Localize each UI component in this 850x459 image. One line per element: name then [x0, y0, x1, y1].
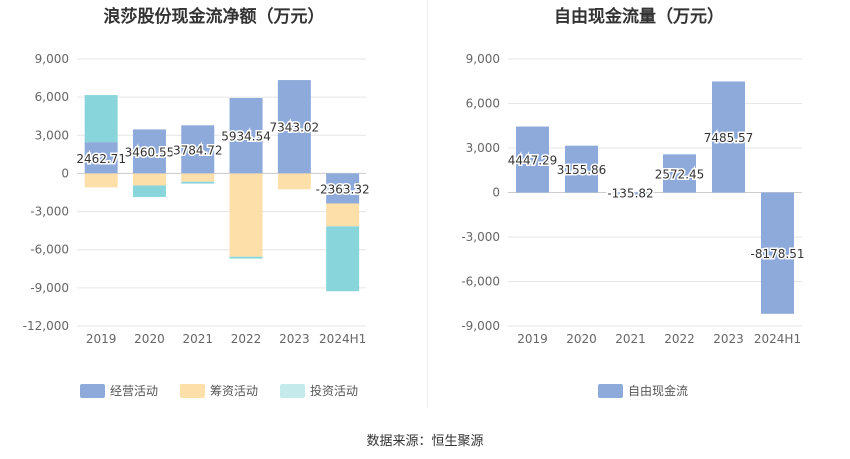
left-y-tick-label: 0: [61, 166, 69, 180]
left-chart-legend: 经营活动 筹资活动 投资活动: [80, 382, 380, 399]
right-bar-2021-s0: [614, 192, 647, 195]
left-bar-2022-s0: [229, 97, 263, 174]
right-y-tick-label: -6,000: [461, 275, 500, 289]
left-bar-2023-s0: [277, 80, 311, 174]
left-data-label: 2462.71: [76, 152, 126, 166]
left-y-tick-label: 9,000: [35, 52, 69, 66]
right-x-tick-label: 2021: [615, 332, 646, 346]
legend-swatch-financing: [180, 383, 206, 398]
right-x-tick-label: 2019: [517, 332, 548, 346]
right-y-tick-label: -9,000: [461, 319, 500, 333]
left-y-tick-label: -12,000: [23, 319, 69, 333]
legend-swatch-free-cash-flow: [598, 383, 623, 398]
right-bar-2020-s0: [565, 145, 598, 193]
right-bar-2022-s0: [663, 154, 696, 193]
right-data-label: 7485.57: [704, 131, 754, 145]
legend-swatch-investing: [280, 383, 306, 398]
left-x-tick-label: 2019: [86, 332, 117, 346]
left-data-label: 5934.54: [221, 130, 271, 144]
left-data-label: 3460.55: [125, 145, 175, 159]
left-bar-2019-s1: [84, 173, 118, 188]
right-y-tick-label: -3,000: [461, 230, 500, 244]
right-bar-2023-s0: [712, 81, 745, 193]
left-x-tick-label: 2023: [279, 332, 310, 346]
legend-label-investing: 投资活动: [310, 384, 359, 398]
left-bar-2021-s0: [181, 125, 215, 174]
right-chart-title: 自由现金流量（万元）: [554, 7, 724, 27]
left-x-tick-label: 2022: [231, 332, 262, 346]
left-bar-2021-s2: [181, 181, 215, 184]
left-y-tick-label: -9,000: [30, 281, 69, 295]
left-y-tick-label: 6,000: [35, 90, 69, 104]
chart-divider: [427, 0, 428, 408]
left-bar-2023-s1: [277, 173, 311, 190]
right-bar-2024H1-s0: [761, 192, 794, 314]
right-y-tick-label: 0: [492, 186, 500, 200]
data-source-note: 数据来源：恒生聚源: [366, 434, 484, 449]
right-bar-2019-s0: [516, 126, 549, 193]
left-bar-2024H1-s2: [326, 226, 360, 292]
left-y-tick-label: 3,000: [35, 128, 69, 142]
legend-swatch-operating: [80, 383, 105, 398]
left-y-tick-label: -6,000: [30, 243, 69, 257]
legend-item-financing[interactable]: 筹资活动: [180, 382, 258, 399]
left-bar-2020-s1: [132, 173, 166, 186]
right-data-label: -135.82: [607, 187, 653, 201]
left-bar-2022-s2: [229, 256, 263, 259]
left-x-tick-label: 2024H1: [319, 332, 366, 346]
legend-label-financing: 筹资活动: [210, 384, 259, 398]
right-y-tick-label: 3,000: [466, 141, 500, 155]
left-bar-2020-s0: [132, 129, 166, 174]
left-bar-2021-s1: [181, 173, 215, 182]
left-data-label: -2363.32: [316, 182, 370, 196]
left-x-tick-label: 2021: [182, 332, 213, 346]
right-data-label: 4447.29: [508, 154, 558, 168]
left-bar-2024H1-s1: [326, 203, 360, 227]
legend-label-free-cash-flow: 自由现金流: [628, 384, 689, 398]
legend-item-operating[interactable]: 经营活动: [80, 382, 158, 399]
left-data-label: 3784.72: [173, 143, 223, 157]
right-chart-legend: 自由现金流: [598, 382, 710, 399]
left-y-tick-label: -3,000: [30, 205, 69, 219]
legend-label-operating: 经营活动: [110, 384, 159, 398]
legend-item-investing[interactable]: 投资活动: [280, 382, 358, 399]
right-x-tick-label: 2024H1: [754, 332, 801, 346]
right-data-label: 2572.45: [655, 167, 705, 181]
legend-item-free-cash-flow[interactable]: 自由现金流: [598, 382, 688, 399]
right-data-label: 3155.86: [557, 163, 607, 177]
left-bar-2024H1-s0: [326, 173, 360, 204]
right-data-label: -8178.51: [751, 247, 805, 261]
left-bar-2019-s2: [84, 95, 118, 143]
right-y-tick-label: 6,000: [466, 97, 500, 111]
left-bar-2019-s0: [84, 142, 118, 174]
left-bar-2022-s1: [229, 173, 263, 257]
right-x-tick-label: 2022: [664, 332, 695, 346]
left-bar-2020-s2: [132, 185, 166, 197]
right-y-tick-label: 9,000: [466, 52, 500, 66]
right-x-tick-label: 2020: [566, 332, 597, 346]
left-x-tick-label: 2020: [134, 332, 165, 346]
left-chart-title: 浪莎股份现金流净额（万元）: [103, 7, 325, 27]
right-x-tick-label: 2023: [713, 332, 744, 346]
left-data-label: 7343.02: [270, 121, 320, 135]
